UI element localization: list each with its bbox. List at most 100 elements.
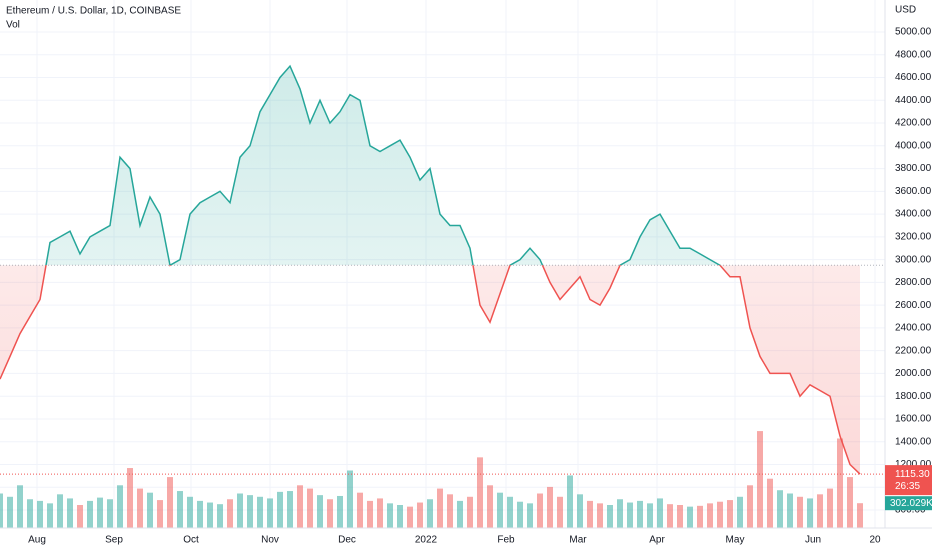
volume-tag [885,496,932,511]
volume-bar [717,501,723,528]
volume-bar [237,493,243,528]
y-tick-label: 2200.00 [895,345,932,356]
volume-bar [757,431,763,528]
volume-bar [27,499,33,528]
volume-bar [547,486,553,528]
volume-bar [287,491,293,528]
volume-bar [137,488,143,528]
y-tick-label: 2400.00 [895,323,932,334]
volume-bar [687,506,693,528]
volume-bar [47,503,53,528]
volume-bar [817,494,823,528]
volume-bar [627,502,633,528]
volume-bar [667,504,673,528]
y-tick-label: 4000.00 [895,140,932,151]
volume-bar [517,501,523,528]
volume-bar [397,505,403,528]
volume-bar [197,500,203,528]
volume-bar [837,438,843,528]
volume-bar [457,500,463,528]
x-tick-label: May [726,535,745,546]
volume-bar [427,499,433,528]
y-tick-label: 1200.00 [895,459,932,470]
volume-bar [477,457,483,528]
volume-bar [587,500,593,528]
volume-bar [847,477,853,528]
volume-bar [637,500,643,528]
x-tick-label: 20 [869,535,881,546]
y-tick-label: 4200.00 [895,118,932,129]
volume-label: Vol [6,20,20,31]
volume-bar [247,495,253,528]
price-line-up [45,64,722,266]
volume-bar [77,505,83,528]
x-tick-label: Oct [183,535,199,546]
x-tick-label: 2022 [415,535,438,546]
volume-bar [577,494,583,528]
volume-bar [857,503,863,528]
volume-bar [227,499,233,528]
price-tag [885,465,932,496]
x-tick-label: Apr [649,535,665,546]
volume-bar [447,494,453,528]
volume-bar [497,492,503,528]
volume-bar [67,498,73,528]
volume-bar [657,498,663,528]
volume-bar [487,485,493,528]
y-tick-label: 2600.00 [895,300,932,311]
volume-bar [297,485,303,528]
volume-bar [167,477,173,528]
volume-bar [187,496,193,528]
volume-bar [597,503,603,528]
volume-bar [707,503,713,528]
volume-bar [0,493,3,528]
volume-bar [277,491,283,528]
y-tick-label: 3400.00 [895,209,932,220]
volume-bar [367,500,373,528]
volume-bar [207,502,213,528]
volume-bar [677,505,683,528]
y-tick-label: 2000.00 [895,368,932,379]
x-tick-label: Jun [805,535,821,546]
y-tick-label: 1400.00 [895,436,932,447]
volume-bar [327,499,333,528]
volume-bar [527,503,533,528]
x-tick-label: Nov [261,535,279,546]
volume-bar [177,491,183,528]
volume-bar [107,499,113,528]
volume-bar [97,497,103,528]
volume-bar [257,496,263,528]
volume-bar [807,498,813,528]
y-tick-label: 1600.00 [895,414,932,425]
y-tick-label: 4800.00 [895,49,932,60]
volume-bar [727,500,733,528]
volume-bar [267,498,273,528]
y-axis-label: USD [895,5,916,16]
volume-bar [157,500,163,528]
volume-bar [57,494,63,528]
volume-bar [407,506,413,528]
volume-bar [567,475,573,528]
volume-bar [347,470,353,528]
volume-bar [307,488,313,528]
chart-title: Ethereum / U.S. Dollar, 1D, COINBASE [6,6,181,17]
countdown: 26:35 [895,481,920,492]
volume-bar [317,495,323,528]
y-tick-label: 5000.00 [895,27,932,38]
y-tick-label: 3200.00 [895,231,932,242]
volume-tag-label: 302.029K [890,498,932,509]
x-tick-label: Sep [105,535,123,546]
volume-bar [467,496,473,528]
volume-bar [337,495,343,528]
area-down [0,265,860,475]
volume-bar [87,500,93,528]
volume-bar [437,488,443,528]
volume-bar [147,492,153,528]
area-up [45,66,721,266]
price-tag-label: 1115.30 [895,469,930,480]
volume-bar [127,468,133,528]
y-tick-label: 4400.00 [895,95,932,106]
y-tick-label: 2800.00 [895,277,932,288]
y-tick-label: 4600.00 [895,72,932,83]
